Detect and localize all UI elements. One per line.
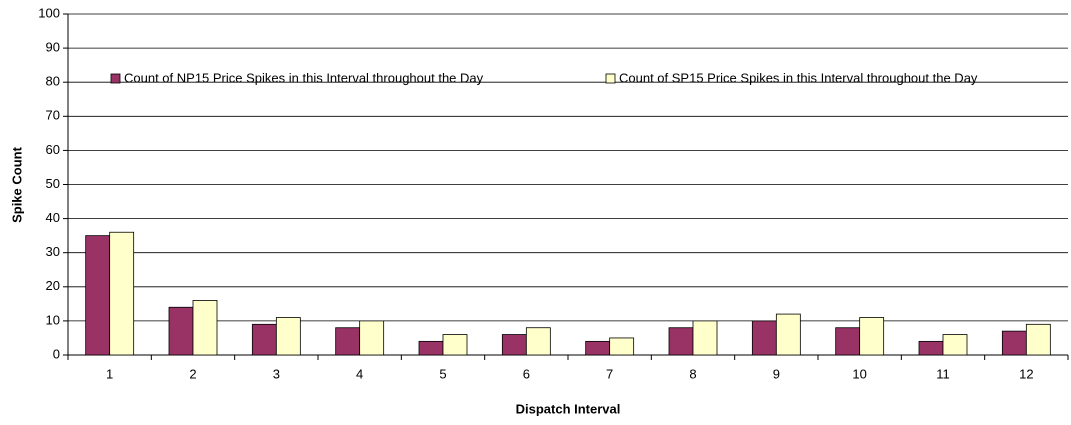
x-tick-label: 3	[273, 366, 280, 381]
bar	[835, 327, 861, 356]
x-tick-label: 10	[852, 366, 866, 381]
y-tick-label: 90	[46, 40, 60, 55]
y-tick-label: 10	[46, 312, 60, 327]
y-tick-label: 50	[46, 176, 60, 191]
bar	[942, 334, 968, 356]
y-tick-label: 40	[46, 210, 60, 225]
bar	[751, 320, 777, 356]
x-tick-label: 8	[689, 366, 696, 381]
legend-swatch	[605, 73, 616, 84]
legend-label: Count of NP15 Price Spikes in this Inter…	[124, 70, 484, 85]
y-axis-label: Spike Count	[9, 146, 24, 223]
bar	[692, 320, 718, 356]
x-tick-label: 7	[606, 366, 613, 381]
x-tick-label: 4	[356, 366, 363, 381]
bar	[859, 317, 885, 356]
bar	[1001, 330, 1027, 356]
bar	[442, 334, 468, 356]
legend-label: Count of SP15 Price Spikes in this Inter…	[619, 70, 978, 85]
bar	[85, 235, 111, 356]
y-tick-label: 0	[53, 346, 60, 361]
bar	[1025, 323, 1051, 356]
bar	[335, 327, 361, 356]
x-axis-label: Dispatch Interval	[516, 401, 621, 416]
bar	[275, 317, 301, 356]
bar	[525, 327, 551, 356]
bar	[668, 327, 694, 356]
bar	[585, 340, 611, 356]
y-tick-label: 100	[38, 5, 60, 20]
bar	[109, 231, 135, 356]
bar	[418, 340, 444, 356]
y-tick-label: 70	[46, 108, 60, 123]
legend-swatch	[110, 73, 121, 84]
y-tick-label: 20	[46, 278, 60, 293]
x-tick-label: 9	[773, 366, 780, 381]
y-tick-label: 60	[46, 142, 60, 157]
x-tick-label: 11	[936, 366, 950, 381]
bar	[918, 340, 944, 356]
y-tick-label: 30	[46, 244, 60, 259]
bar	[609, 337, 635, 356]
bar	[775, 313, 801, 356]
bar	[168, 306, 194, 356]
y-tick-label: 80	[46, 74, 60, 89]
x-tick-label: 5	[439, 366, 446, 381]
x-tick-label: 2	[189, 366, 196, 381]
x-tick-label: 12	[1019, 366, 1033, 381]
bar	[251, 323, 277, 356]
bar	[192, 300, 218, 356]
bar	[501, 334, 527, 356]
bar	[359, 320, 385, 356]
x-tick-label: 1	[106, 366, 113, 381]
x-tick-label: 6	[523, 366, 530, 381]
